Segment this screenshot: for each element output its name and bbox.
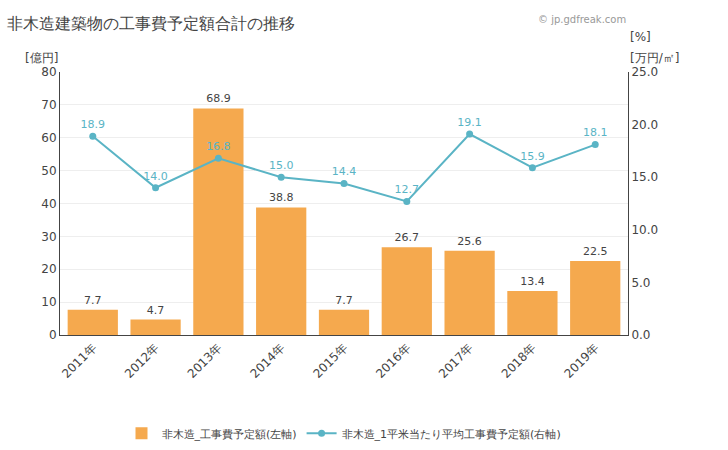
svg-text:10.0: 10.0 xyxy=(631,223,658,237)
svg-text:[億円]: [億円] xyxy=(25,51,58,65)
svg-text:2013年: 2013年 xyxy=(185,341,225,381)
svg-text:4.7: 4.7 xyxy=(147,304,165,317)
svg-text:[%]: [%] xyxy=(630,30,651,44)
svg-text:15.0: 15.0 xyxy=(269,159,294,172)
svg-text:25.6: 25.6 xyxy=(457,235,482,248)
svg-text:10: 10 xyxy=(41,295,56,309)
svg-text:14.0: 14.0 xyxy=(143,170,168,183)
svg-text:0: 0 xyxy=(49,328,57,342)
svg-text:非木造_工事費予定額(左軸): 非木造_工事費予定額(左軸) xyxy=(162,428,297,441)
svg-text:20: 20 xyxy=(41,262,56,276)
svg-text:18.1: 18.1 xyxy=(583,126,608,139)
svg-text:2011年: 2011年 xyxy=(59,341,99,381)
svg-text:20.0: 20.0 xyxy=(631,118,658,132)
svg-text:2018年: 2018年 xyxy=(499,341,539,381)
svg-text:0.0: 0.0 xyxy=(631,328,650,342)
svg-text:© jp.gdfreak.com: © jp.gdfreak.com xyxy=(538,14,626,25)
svg-text:14.4: 14.4 xyxy=(332,165,357,178)
svg-text:30: 30 xyxy=(41,230,56,244)
svg-text:38.8: 38.8 xyxy=(269,191,294,204)
svg-text:80: 80 xyxy=(41,65,56,79)
svg-text:22.5: 22.5 xyxy=(583,245,608,258)
svg-text:2015年: 2015年 xyxy=(310,341,350,381)
svg-text:68.9: 68.9 xyxy=(206,92,231,105)
svg-text:2017年: 2017年 xyxy=(436,341,476,381)
svg-text:7.7: 7.7 xyxy=(335,294,353,307)
svg-text:非木造建築物の工事費予定額合計の推移: 非木造建築物の工事費予定額合計の推移 xyxy=(7,14,295,33)
svg-text:60: 60 xyxy=(41,131,56,145)
svg-text:2016年: 2016年 xyxy=(373,341,413,381)
svg-text:非木造_1平米当たり平均工事費予定額(右軸): 非木造_1平米当たり平均工事費予定額(右軸) xyxy=(342,428,561,441)
svg-text:70: 70 xyxy=(41,98,56,112)
svg-text:2014年: 2014年 xyxy=(248,341,288,381)
svg-text:15.9: 15.9 xyxy=(520,150,545,163)
svg-text:26.7: 26.7 xyxy=(395,231,420,244)
svg-text:2019年: 2019年 xyxy=(562,341,602,381)
svg-text:2012年: 2012年 xyxy=(122,341,162,381)
svg-text:50: 50 xyxy=(41,164,56,178)
svg-text:13.4: 13.4 xyxy=(520,275,545,288)
svg-text:40: 40 xyxy=(41,197,56,211)
svg-text:5.0: 5.0 xyxy=(631,276,650,290)
svg-text:25.0: 25.0 xyxy=(631,65,658,79)
svg-text:7.7: 7.7 xyxy=(84,294,102,307)
svg-text:[万円/㎡]: [万円/㎡] xyxy=(630,51,679,65)
svg-text:12.7: 12.7 xyxy=(395,183,420,196)
svg-text:16.8: 16.8 xyxy=(206,140,231,153)
svg-text:15.0: 15.0 xyxy=(631,170,658,184)
svg-text:18.9: 18.9 xyxy=(81,118,106,131)
svg-text:19.1: 19.1 xyxy=(457,116,482,129)
